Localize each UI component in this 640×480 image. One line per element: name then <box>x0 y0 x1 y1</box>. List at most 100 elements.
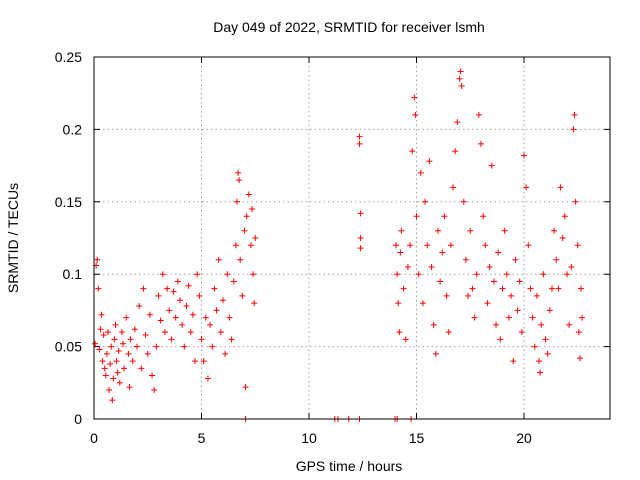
data-point <box>136 303 143 310</box>
data-point <box>495 249 502 256</box>
data-point <box>537 369 544 376</box>
data-point <box>411 94 418 101</box>
data-point <box>202 314 209 321</box>
x-tick-label: 10 <box>301 430 317 446</box>
data-point <box>357 235 364 241</box>
data-point <box>94 256 101 263</box>
data-point <box>566 321 573 328</box>
data-point <box>245 191 252 198</box>
data-point <box>469 285 476 292</box>
data-point <box>538 321 545 328</box>
data-point <box>424 242 431 249</box>
data-point <box>396 329 403 336</box>
data-point <box>417 169 424 176</box>
data-point <box>536 358 543 365</box>
data-point <box>533 292 540 299</box>
data-point <box>407 242 414 249</box>
data-point <box>400 285 407 292</box>
data-point <box>151 387 158 394</box>
data-point <box>247 242 254 249</box>
data-point <box>114 369 121 376</box>
data-point <box>559 235 566 241</box>
y-axis-label: SRMTID / TECUs <box>5 183 21 293</box>
data-point <box>120 340 127 347</box>
data-point <box>356 133 363 140</box>
data-point <box>428 263 435 270</box>
data-point <box>109 397 116 404</box>
data-point <box>127 336 134 343</box>
data-point <box>422 198 429 205</box>
data-point <box>415 271 422 278</box>
data-point <box>456 75 463 82</box>
data-point <box>419 300 426 307</box>
data-point <box>179 321 186 328</box>
data-point <box>113 358 120 365</box>
data-point <box>409 148 416 155</box>
data-point <box>236 177 243 184</box>
data-point <box>217 329 224 336</box>
data-point <box>531 343 538 350</box>
data-point <box>514 307 521 314</box>
data-point <box>142 332 149 339</box>
grid-lines <box>94 57 610 419</box>
data-point <box>402 336 409 343</box>
data-point <box>155 292 162 299</box>
data-point <box>486 263 493 270</box>
data-point <box>108 343 115 350</box>
data-point <box>106 387 113 394</box>
data-point <box>196 292 203 299</box>
data-point <box>465 292 472 299</box>
data-point <box>548 285 555 292</box>
data-point <box>192 358 199 365</box>
chart-title: Day 049 of 2022, SRMTID for receiver lsm… <box>213 19 485 35</box>
data-point <box>512 256 519 263</box>
data-point <box>228 336 235 343</box>
data-point <box>104 329 111 336</box>
data-point <box>251 300 258 307</box>
data-point <box>439 249 446 256</box>
data-point <box>499 285 506 292</box>
data-point <box>518 329 525 336</box>
data-point <box>572 198 579 205</box>
data-point <box>146 311 153 318</box>
data-point <box>523 184 530 191</box>
data-point <box>111 336 118 343</box>
data-point <box>555 285 562 292</box>
data-points <box>92 68 586 422</box>
data-point <box>540 271 547 278</box>
data-point <box>230 278 237 285</box>
data-point <box>103 350 110 357</box>
data-point <box>121 365 128 372</box>
data-point <box>521 152 527 159</box>
data-point <box>435 227 441 234</box>
data-point <box>393 242 400 249</box>
y-tick-label: 0.1 <box>63 266 83 282</box>
data-point <box>450 184 457 191</box>
data-point <box>222 350 229 357</box>
data-point <box>458 82 465 89</box>
data-point <box>144 350 151 357</box>
data-point <box>579 314 586 321</box>
data-point <box>166 307 173 314</box>
data-point <box>576 355 583 362</box>
data-point <box>570 126 577 133</box>
data-point <box>454 119 461 126</box>
data-point <box>194 271 201 278</box>
data-point <box>505 314 512 321</box>
data-point <box>445 329 452 336</box>
data-point <box>462 256 469 263</box>
data-point <box>568 263 575 270</box>
data-point <box>432 350 439 357</box>
data-point <box>357 245 364 252</box>
data-point <box>92 340 99 347</box>
data-point <box>241 227 248 234</box>
data-point <box>98 311 105 318</box>
data-point <box>138 365 145 372</box>
data-point <box>100 332 107 339</box>
data-point <box>577 285 584 292</box>
data-point <box>125 350 132 357</box>
data-point <box>575 329 582 336</box>
data-point <box>112 321 119 328</box>
data-point <box>249 206 256 213</box>
